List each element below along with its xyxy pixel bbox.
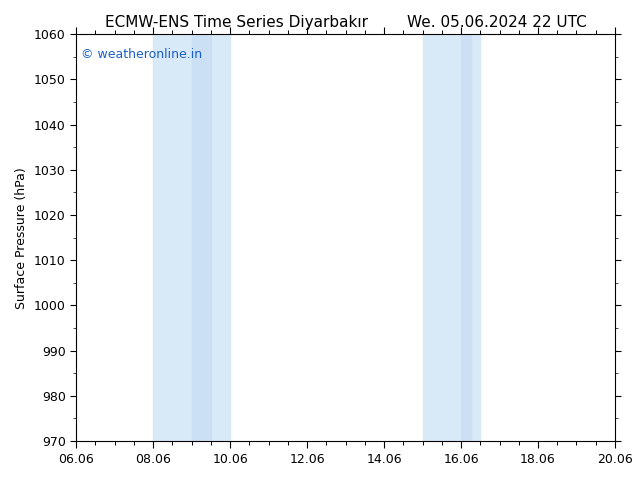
Y-axis label: Surface Pressure (hPa): Surface Pressure (hPa) xyxy=(15,167,29,309)
Text: © weatheronline.in: © weatheronline.in xyxy=(81,48,202,61)
Bar xyxy=(461,34,470,441)
Bar xyxy=(422,34,480,441)
Bar xyxy=(153,34,230,441)
Title: ECMW-ENS Time Series Diyarbakır        We. 05.06.2024 22 UTC: ECMW-ENS Time Series Diyarbakır We. 05.0… xyxy=(105,15,586,30)
Bar xyxy=(191,34,210,441)
